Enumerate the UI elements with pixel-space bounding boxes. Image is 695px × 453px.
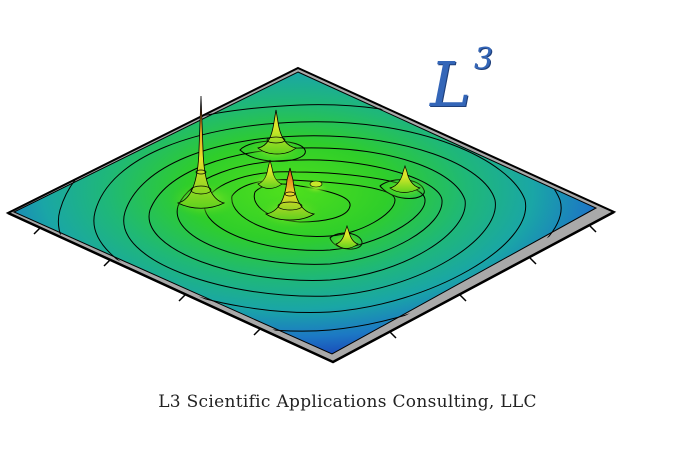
peaks [169, 95, 429, 251]
peak-right [389, 164, 421, 193]
frame-edge-left [7, 210, 615, 364]
peak-back [257, 109, 297, 155]
company-name: L3 Scientific Applications Consulting, L… [158, 392, 537, 412]
peak-front-small [335, 224, 359, 249]
logo-letter: L [430, 48, 472, 121]
frame-ticks [33, 225, 597, 339]
logo-superscript: 3 [474, 42, 494, 77]
peak-small-mid [257, 159, 283, 189]
logo: L 3 [430, 40, 530, 121]
